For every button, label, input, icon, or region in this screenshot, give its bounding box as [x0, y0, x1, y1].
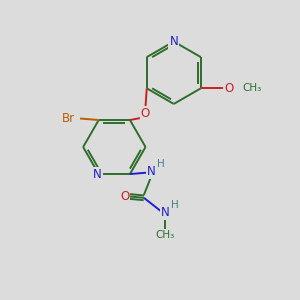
Text: O: O — [141, 107, 150, 120]
Text: N: N — [161, 206, 170, 219]
Text: O: O — [225, 82, 234, 95]
Text: O: O — [120, 190, 129, 203]
Text: Br: Br — [62, 112, 75, 125]
Text: H: H — [171, 200, 179, 210]
Text: CH₃: CH₃ — [156, 230, 175, 240]
Text: N: N — [93, 168, 102, 181]
Text: N: N — [169, 35, 178, 48]
Text: H: H — [157, 159, 165, 169]
Text: N: N — [147, 166, 156, 178]
Text: CH₃: CH₃ — [242, 83, 262, 93]
